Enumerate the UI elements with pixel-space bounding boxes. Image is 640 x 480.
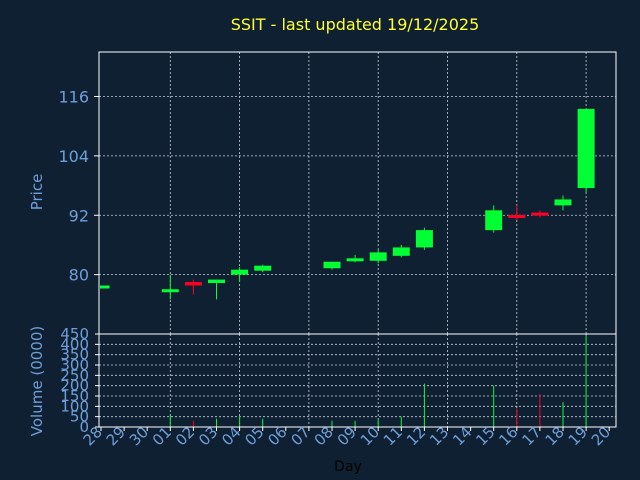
candle-body — [415, 230, 433, 248]
candle-body — [392, 247, 410, 256]
price-tick-label: 104 — [58, 147, 89, 166]
volume-tick-label: 0 — [79, 418, 89, 436]
price-tick-label: 80 — [69, 266, 89, 285]
volume-tick-label: 100 — [60, 397, 89, 415]
price-tick-label: 116 — [58, 88, 89, 107]
volume-tick-label: 400 — [60, 335, 89, 353]
volume-bars — [169, 336, 587, 427]
candle-body — [554, 199, 572, 206]
candle-body — [346, 258, 364, 262]
candle-body — [184, 282, 202, 286]
candle-body — [208, 279, 225, 284]
candle-body — [531, 212, 549, 216]
candle-body — [100, 285, 110, 289]
candle-body — [323, 261, 341, 269]
candle-body — [254, 265, 272, 271]
candle-body — [577, 108, 595, 189]
price-y-ticks: 80 92 104 116 — [58, 88, 99, 285]
candle-body — [231, 269, 249, 275]
chart-title: SSIT - last updated 19/12/2025 — [231, 15, 480, 34]
volume-tick-label: 150 — [60, 387, 89, 405]
volume-tick-label: 50 — [70, 408, 89, 426]
price-axis-label: Price — [28, 174, 46, 211]
volume-tick-label: 450 — [60, 325, 89, 343]
volume-panel-frame — [98, 333, 617, 428]
volume-tick-label: 200 — [60, 377, 89, 395]
candle-body — [369, 252, 387, 261]
candle-body — [161, 289, 179, 293]
candle-body — [508, 215, 526, 218]
volume-tick-label: 250 — [60, 366, 89, 384]
x-axis-label: Day — [334, 459, 362, 475]
price-tick-label: 92 — [69, 206, 89, 225]
volume-axis-label: Volume (0000) — [28, 326, 46, 436]
x-tick-labels: 2829300102030405060708091011121314151617… — [80, 423, 614, 449]
volume-tick-label: 300 — [60, 356, 89, 374]
price-candles — [100, 108, 595, 300]
candle-body — [485, 210, 503, 231]
volume-tick-label: 350 — [60, 346, 89, 364]
